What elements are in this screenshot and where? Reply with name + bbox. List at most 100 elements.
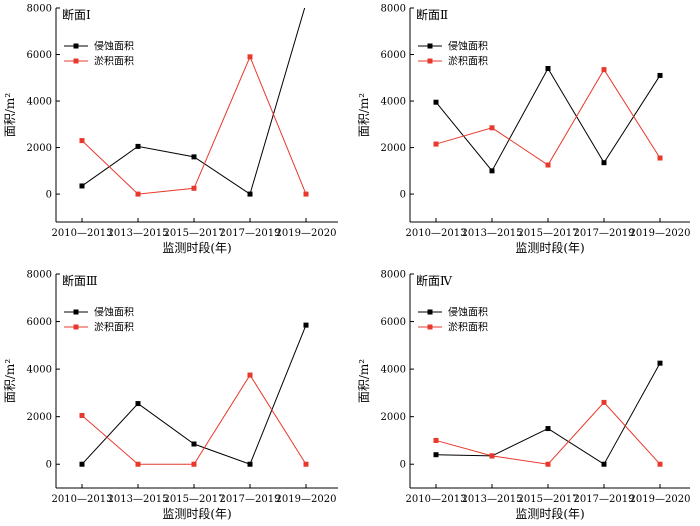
- x-tick-label: 2019—2020: [276, 494, 337, 505]
- y-tick-label: 6000: [381, 317, 406, 328]
- legend-entry: 侵蚀面积: [64, 40, 134, 53]
- legend-entry: 淤积面积: [64, 56, 134, 68]
- panel-title: 断面Ⅳ: [416, 273, 453, 288]
- y-tick-label: 4000: [27, 97, 52, 108]
- x-axis-title: 监测时段(年): [515, 506, 584, 521]
- x-tick-label: 2010—2013: [406, 494, 467, 505]
- legend-label: 淤积面积: [448, 322, 488, 334]
- x-tick-label: 2019—2020: [630, 494, 691, 505]
- y-tick-label: 6000: [381, 50, 406, 61]
- data-point: [657, 461, 663, 467]
- legend-marker: [427, 309, 433, 315]
- legend-label: 侵蚀面积: [448, 306, 488, 319]
- data-point: [135, 143, 141, 149]
- legend-entry: 侵蚀面积: [418, 40, 488, 53]
- y-axis-title: 面积/m²: [3, 93, 17, 137]
- data-point: [191, 154, 197, 160]
- y-axis-title: 面积/m²: [357, 93, 371, 137]
- y-tick-label: 8000: [27, 4, 52, 15]
- x-tick-label: 2015—2017: [164, 228, 225, 239]
- series-line: [81, 374, 307, 465]
- y-tick-label: 4000: [381, 365, 406, 376]
- series-2: [79, 54, 309, 197]
- y-tick-label: 4000: [381, 97, 406, 108]
- data-point: [601, 67, 607, 73]
- panel-4: 0 2000 4000 6000 8000 2010—20132013—20152015—…: [357, 270, 690, 522]
- x-tick-label: 2013—2015: [462, 228, 523, 239]
- legend-label: 侵蚀面积: [94, 306, 134, 319]
- legend-marker: [427, 324, 433, 330]
- legend-label: 侵蚀面积: [448, 40, 488, 53]
- panel-title: 断面Ⅱ: [416, 7, 448, 22]
- x-axis-title: 监测时段(年): [162, 506, 231, 521]
- series-2: [433, 399, 663, 467]
- legend-marker: [73, 58, 79, 64]
- x-tick-label: 2017—2019: [220, 228, 281, 239]
- panel-title: 断面Ⅰ: [62, 7, 91, 22]
- x-axis-title: 监测时段(年): [515, 240, 584, 255]
- legend-marker: [73, 43, 79, 49]
- data-point: [303, 322, 309, 328]
- legend-label: 淤积面积: [94, 56, 134, 68]
- series-line: [435, 68, 661, 166]
- series-1: [79, 322, 309, 467]
- legend-marker: [427, 43, 433, 49]
- y-tick-label: 6000: [27, 50, 52, 61]
- y-tick-label: 8000: [27, 270, 52, 281]
- data-point: [303, 191, 309, 197]
- x-tick-label: 2013—2015: [108, 228, 169, 239]
- data-point: [433, 452, 439, 458]
- data-point: [657, 155, 663, 161]
- data-point: [191, 185, 197, 191]
- legend-label: 淤积面积: [448, 56, 488, 68]
- series-line: [435, 67, 661, 172]
- y-axis-title: 面积/m²: [3, 359, 17, 403]
- panel-1: 0 2000 4000 6000 8000 2010—20132013—20152015—…: [3, 1, 338, 255]
- data-point: [545, 65, 551, 71]
- data-point: [657, 72, 663, 78]
- x-tick-label: 2010—2013: [52, 494, 113, 505]
- panel-3: 0 2000 4000 6000 8000 2010—20132013—20152015—…: [3, 270, 338, 521]
- data-point: [191, 441, 197, 447]
- series-1: [433, 65, 663, 174]
- y-tick-label: 0: [46, 190, 52, 201]
- x-tick-label: 2017—2019: [574, 228, 635, 239]
- data-point: [433, 99, 439, 105]
- x-tick-label: 2010—2013: [406, 228, 467, 239]
- y-tick-label: 8000: [381, 4, 406, 15]
- y-tick-label: 2000: [381, 143, 406, 154]
- data-point: [304, 1, 309, 6]
- y-tick-label: 6000: [27, 317, 52, 328]
- y-tick-label: 4000: [27, 365, 52, 376]
- y-tick-label: 0: [400, 460, 406, 471]
- x-tick-label: 2019—2020: [630, 228, 691, 239]
- series-line: [81, 8, 306, 195]
- panel-title: 断面Ⅲ: [62, 273, 98, 288]
- x-tick-label: 2015—2017: [164, 494, 225, 505]
- x-tick-label: 2015—2017: [518, 494, 579, 505]
- data-point: [545, 461, 551, 467]
- data-point: [545, 162, 551, 168]
- legend-entry: 侵蚀面积: [418, 306, 488, 319]
- y-tick-label: 2000: [381, 412, 406, 423]
- legend-label: 侵蚀面积: [94, 40, 134, 53]
- series-2: [79, 372, 309, 467]
- data-point: [303, 461, 309, 467]
- data-point: [79, 183, 85, 189]
- legend-entry: 淤积面积: [64, 322, 134, 334]
- data-point: [601, 399, 607, 405]
- x-tick-label: 2013—2015: [108, 494, 169, 505]
- legend-marker: [73, 324, 79, 330]
- data-point: [601, 160, 607, 166]
- data-point: [247, 54, 253, 60]
- y-tick-label: 2000: [27, 143, 52, 154]
- x-tick-label: 2017—2019: [220, 494, 281, 505]
- data-point: [545, 426, 551, 432]
- series-line: [435, 362, 661, 465]
- data-point: [489, 453, 495, 459]
- x-axis-title: 监测时段(年): [162, 240, 231, 255]
- legend-entry: 淤积面积: [418, 322, 488, 334]
- data-point: [489, 125, 495, 131]
- y-tick-label: 0: [46, 460, 52, 471]
